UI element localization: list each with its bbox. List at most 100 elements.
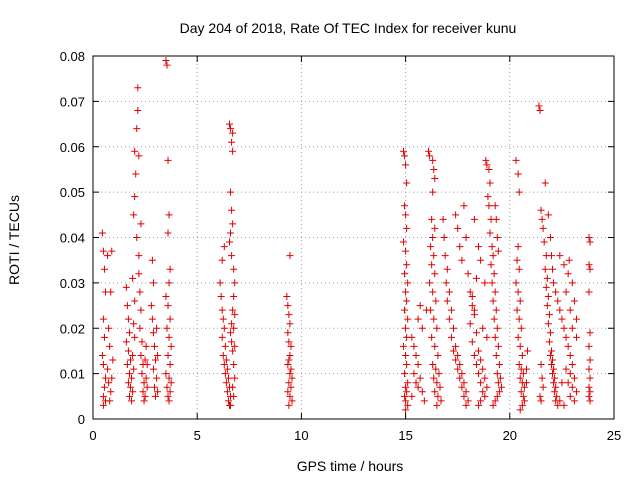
data-point bbox=[475, 347, 483, 355]
data-point bbox=[494, 247, 502, 255]
data-point bbox=[447, 333, 455, 341]
data-point bbox=[585, 342, 593, 350]
data-point bbox=[429, 234, 437, 241]
data-point bbox=[543, 302, 551, 310]
data-point bbox=[147, 302, 155, 310]
data-point bbox=[410, 370, 418, 378]
data-point bbox=[434, 392, 442, 400]
data-point bbox=[513, 306, 521, 314]
y-tick-labels: 0 0.01 0.02 0.03 0.04 0.05 0.06 0.07 0.08 bbox=[60, 49, 85, 427]
data-point bbox=[99, 247, 107, 255]
data-point bbox=[491, 333, 499, 341]
data-point bbox=[516, 297, 524, 305]
data-point bbox=[493, 370, 501, 378]
data-point bbox=[403, 297, 411, 305]
data-point bbox=[216, 279, 224, 287]
data-point bbox=[401, 152, 409, 160]
data-point bbox=[514, 170, 522, 178]
data-point bbox=[489, 401, 497, 409]
data-point bbox=[140, 379, 148, 387]
data-point bbox=[129, 274, 137, 282]
data-point bbox=[431, 224, 439, 232]
data-point bbox=[537, 361, 545, 369]
data-point bbox=[456, 374, 464, 382]
data-point bbox=[492, 215, 500, 223]
data-point bbox=[99, 392, 107, 400]
data-point bbox=[485, 202, 493, 210]
data-point bbox=[545, 338, 553, 346]
data-point bbox=[98, 229, 106, 237]
data-point bbox=[481, 279, 489, 287]
x-tick-label: 5 bbox=[194, 428, 201, 443]
data-points bbox=[98, 57, 594, 414]
data-point bbox=[132, 170, 140, 178]
data-point bbox=[288, 374, 296, 382]
data-point bbox=[137, 351, 145, 359]
data-point bbox=[464, 397, 472, 405]
data-point bbox=[108, 247, 116, 255]
data-point bbox=[287, 383, 295, 391]
data-point bbox=[586, 265, 594, 273]
data-point bbox=[167, 342, 175, 350]
data-point bbox=[537, 206, 545, 214]
data-point bbox=[148, 315, 156, 323]
data-point bbox=[572, 333, 580, 341]
data-point bbox=[104, 252, 112, 260]
data-point bbox=[550, 279, 558, 287]
data-point bbox=[219, 351, 227, 359]
data-point bbox=[401, 202, 409, 210]
data-point bbox=[408, 392, 416, 400]
data-point bbox=[164, 302, 172, 310]
data-point bbox=[105, 324, 113, 332]
data-point bbox=[536, 392, 544, 400]
data-point bbox=[403, 388, 411, 396]
data-point bbox=[153, 324, 161, 332]
data-point bbox=[100, 333, 108, 341]
data-point bbox=[131, 297, 139, 305]
data-point bbox=[139, 388, 147, 396]
data-point bbox=[544, 320, 552, 328]
data-point bbox=[223, 365, 231, 373]
data-point bbox=[426, 279, 434, 287]
data-point bbox=[492, 306, 500, 314]
data-point bbox=[228, 252, 236, 260]
data-point bbox=[553, 392, 561, 400]
data-point bbox=[149, 279, 157, 287]
data-point bbox=[458, 383, 466, 391]
data-point bbox=[430, 252, 438, 260]
data-point bbox=[420, 397, 428, 405]
data-point bbox=[224, 397, 232, 405]
data-point bbox=[472, 274, 480, 282]
data-point bbox=[428, 215, 436, 223]
data-point bbox=[566, 351, 574, 359]
chart-title: Day 204 of 2018, Rate Of TEC Index for r… bbox=[180, 20, 517, 36]
data-point bbox=[230, 324, 238, 332]
data-point bbox=[495, 361, 503, 369]
data-point bbox=[402, 247, 410, 255]
data-point bbox=[231, 374, 239, 382]
data-point bbox=[229, 129, 237, 137]
data-point bbox=[104, 365, 112, 373]
data-point bbox=[430, 315, 438, 323]
data-point bbox=[162, 370, 170, 378]
data-point bbox=[142, 342, 150, 350]
data-point bbox=[124, 315, 132, 323]
data-point bbox=[130, 211, 138, 219]
data-point bbox=[143, 361, 151, 369]
grid-lines bbox=[93, 56, 614, 419]
data-point bbox=[408, 333, 416, 341]
data-point bbox=[163, 383, 171, 391]
data-point bbox=[142, 374, 150, 382]
data-point bbox=[133, 234, 141, 241]
data-point bbox=[433, 324, 441, 332]
data-point bbox=[522, 379, 530, 387]
data-point bbox=[229, 147, 237, 155]
data-point bbox=[468, 302, 476, 310]
data-point bbox=[568, 279, 576, 287]
data-point bbox=[541, 265, 549, 273]
data-point bbox=[165, 333, 173, 341]
data-point bbox=[562, 333, 570, 341]
data-point bbox=[585, 288, 593, 296]
data-point bbox=[562, 365, 570, 373]
data-point bbox=[517, 388, 525, 396]
